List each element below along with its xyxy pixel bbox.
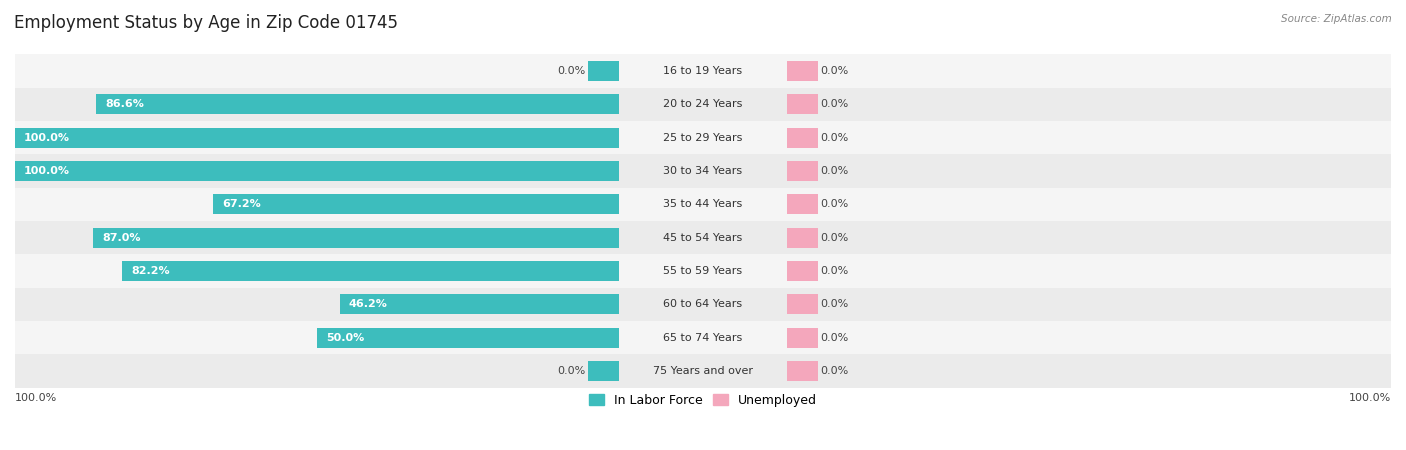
Text: 0.0%: 0.0% (821, 299, 849, 309)
Bar (15, 161, 619, 181)
Bar (787, 294, 818, 315)
Text: 50.0%: 50.0% (326, 333, 364, 343)
Text: 35 to 44 Years: 35 to 44 Years (664, 199, 742, 209)
Bar (787, 194, 818, 214)
Bar (93, 228, 619, 248)
Text: 60 to 64 Years: 60 to 64 Years (664, 299, 742, 309)
Text: 67.2%: 67.2% (222, 199, 260, 209)
Bar (588, 361, 619, 381)
Bar (15, 188, 1391, 221)
Bar (316, 328, 619, 348)
Legend: In Labor Force, Unemployed: In Labor Force, Unemployed (583, 389, 823, 412)
Text: 0.0%: 0.0% (821, 99, 849, 109)
Bar (15, 288, 1391, 321)
Text: 82.2%: 82.2% (132, 266, 170, 276)
Bar (340, 294, 619, 315)
Text: Source: ZipAtlas.com: Source: ZipAtlas.com (1281, 14, 1392, 23)
Bar (787, 94, 818, 114)
Text: 0.0%: 0.0% (557, 366, 585, 376)
Text: 20 to 24 Years: 20 to 24 Years (664, 99, 742, 109)
Text: 75 Years and over: 75 Years and over (652, 366, 754, 376)
Bar (15, 221, 1391, 254)
Text: 45 to 54 Years: 45 to 54 Years (664, 233, 742, 243)
Text: 0.0%: 0.0% (821, 66, 849, 76)
Text: 86.6%: 86.6% (105, 99, 143, 109)
Bar (787, 361, 818, 381)
Text: 100.0%: 100.0% (1348, 393, 1391, 403)
Text: 65 to 74 Years: 65 to 74 Years (664, 333, 742, 343)
Text: 0.0%: 0.0% (557, 66, 585, 76)
Bar (15, 88, 1391, 121)
Text: 46.2%: 46.2% (349, 299, 388, 309)
Text: 0.0%: 0.0% (821, 233, 849, 243)
Text: 25 to 29 Years: 25 to 29 Years (664, 133, 742, 143)
Bar (787, 128, 818, 148)
Text: 0.0%: 0.0% (821, 333, 849, 343)
Text: 0.0%: 0.0% (821, 366, 849, 376)
Text: 30 to 34 Years: 30 to 34 Years (664, 166, 742, 176)
Bar (15, 54, 1391, 88)
Bar (787, 228, 818, 248)
Bar (15, 154, 1391, 188)
Text: 0.0%: 0.0% (821, 266, 849, 276)
Text: 55 to 59 Years: 55 to 59 Years (664, 266, 742, 276)
Text: 100.0%: 100.0% (24, 166, 70, 176)
Text: 100.0%: 100.0% (24, 133, 70, 143)
Text: 0.0%: 0.0% (821, 133, 849, 143)
Bar (787, 261, 818, 281)
Bar (122, 261, 619, 281)
Bar (15, 254, 1391, 288)
Bar (15, 321, 1391, 354)
Bar (588, 61, 619, 81)
Text: 0.0%: 0.0% (821, 199, 849, 209)
Text: 16 to 19 Years: 16 to 19 Years (664, 66, 742, 76)
Bar (15, 128, 619, 148)
Bar (15, 354, 1391, 388)
Text: 100.0%: 100.0% (15, 393, 58, 403)
Bar (787, 328, 818, 348)
Bar (96, 94, 619, 114)
Text: 87.0%: 87.0% (103, 233, 141, 243)
Text: 0.0%: 0.0% (821, 166, 849, 176)
Bar (212, 194, 619, 214)
Text: Employment Status by Age in Zip Code 01745: Employment Status by Age in Zip Code 017… (14, 14, 398, 32)
Bar (787, 161, 818, 181)
Bar (15, 121, 1391, 154)
Bar (787, 61, 818, 81)
